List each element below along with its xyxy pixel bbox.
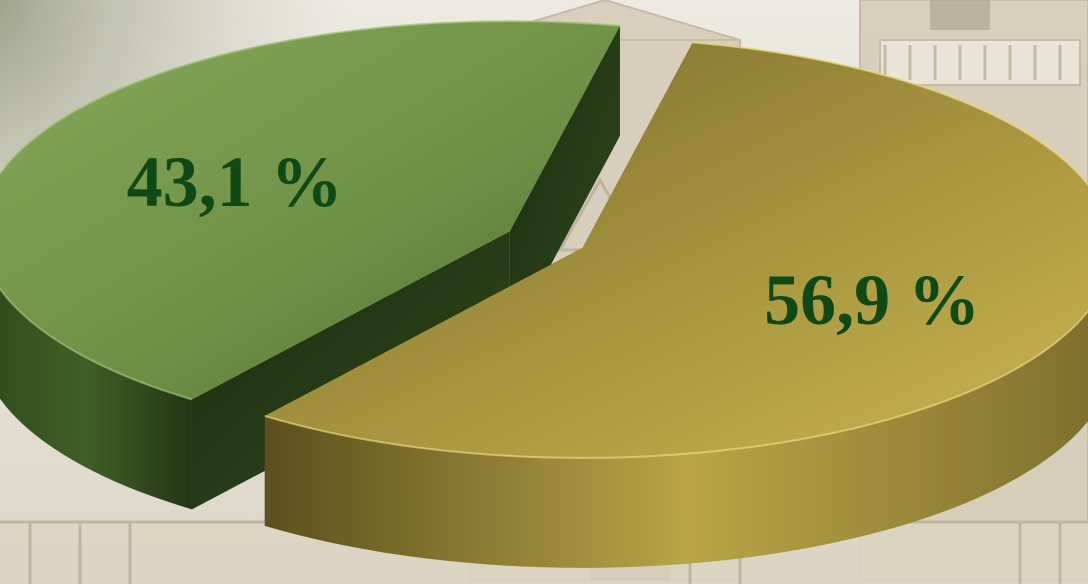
pie-slices: [0, 20, 1088, 568]
pie-slice-2-label: 43,1 %: [127, 142, 343, 222]
pie-slice-2-side: [0, 288, 192, 510]
pie-slice-1-label: 56,9 %: [764, 260, 980, 340]
pie-slice-2-top: [0, 21, 620, 400]
pie-slice-1-side: [264, 310, 1088, 568]
pie-slice-1-rim: [264, 41, 1088, 459]
pie-slice-1: [264, 41, 1088, 568]
pie-slice-1-top: [264, 42, 1088, 458]
pie-slice-2-rim: [0, 20, 621, 401]
pie-labels: 56,9 % 43,1 %: [127, 142, 980, 340]
pie-slice-2-cut-face-2: [509, 25, 620, 342]
